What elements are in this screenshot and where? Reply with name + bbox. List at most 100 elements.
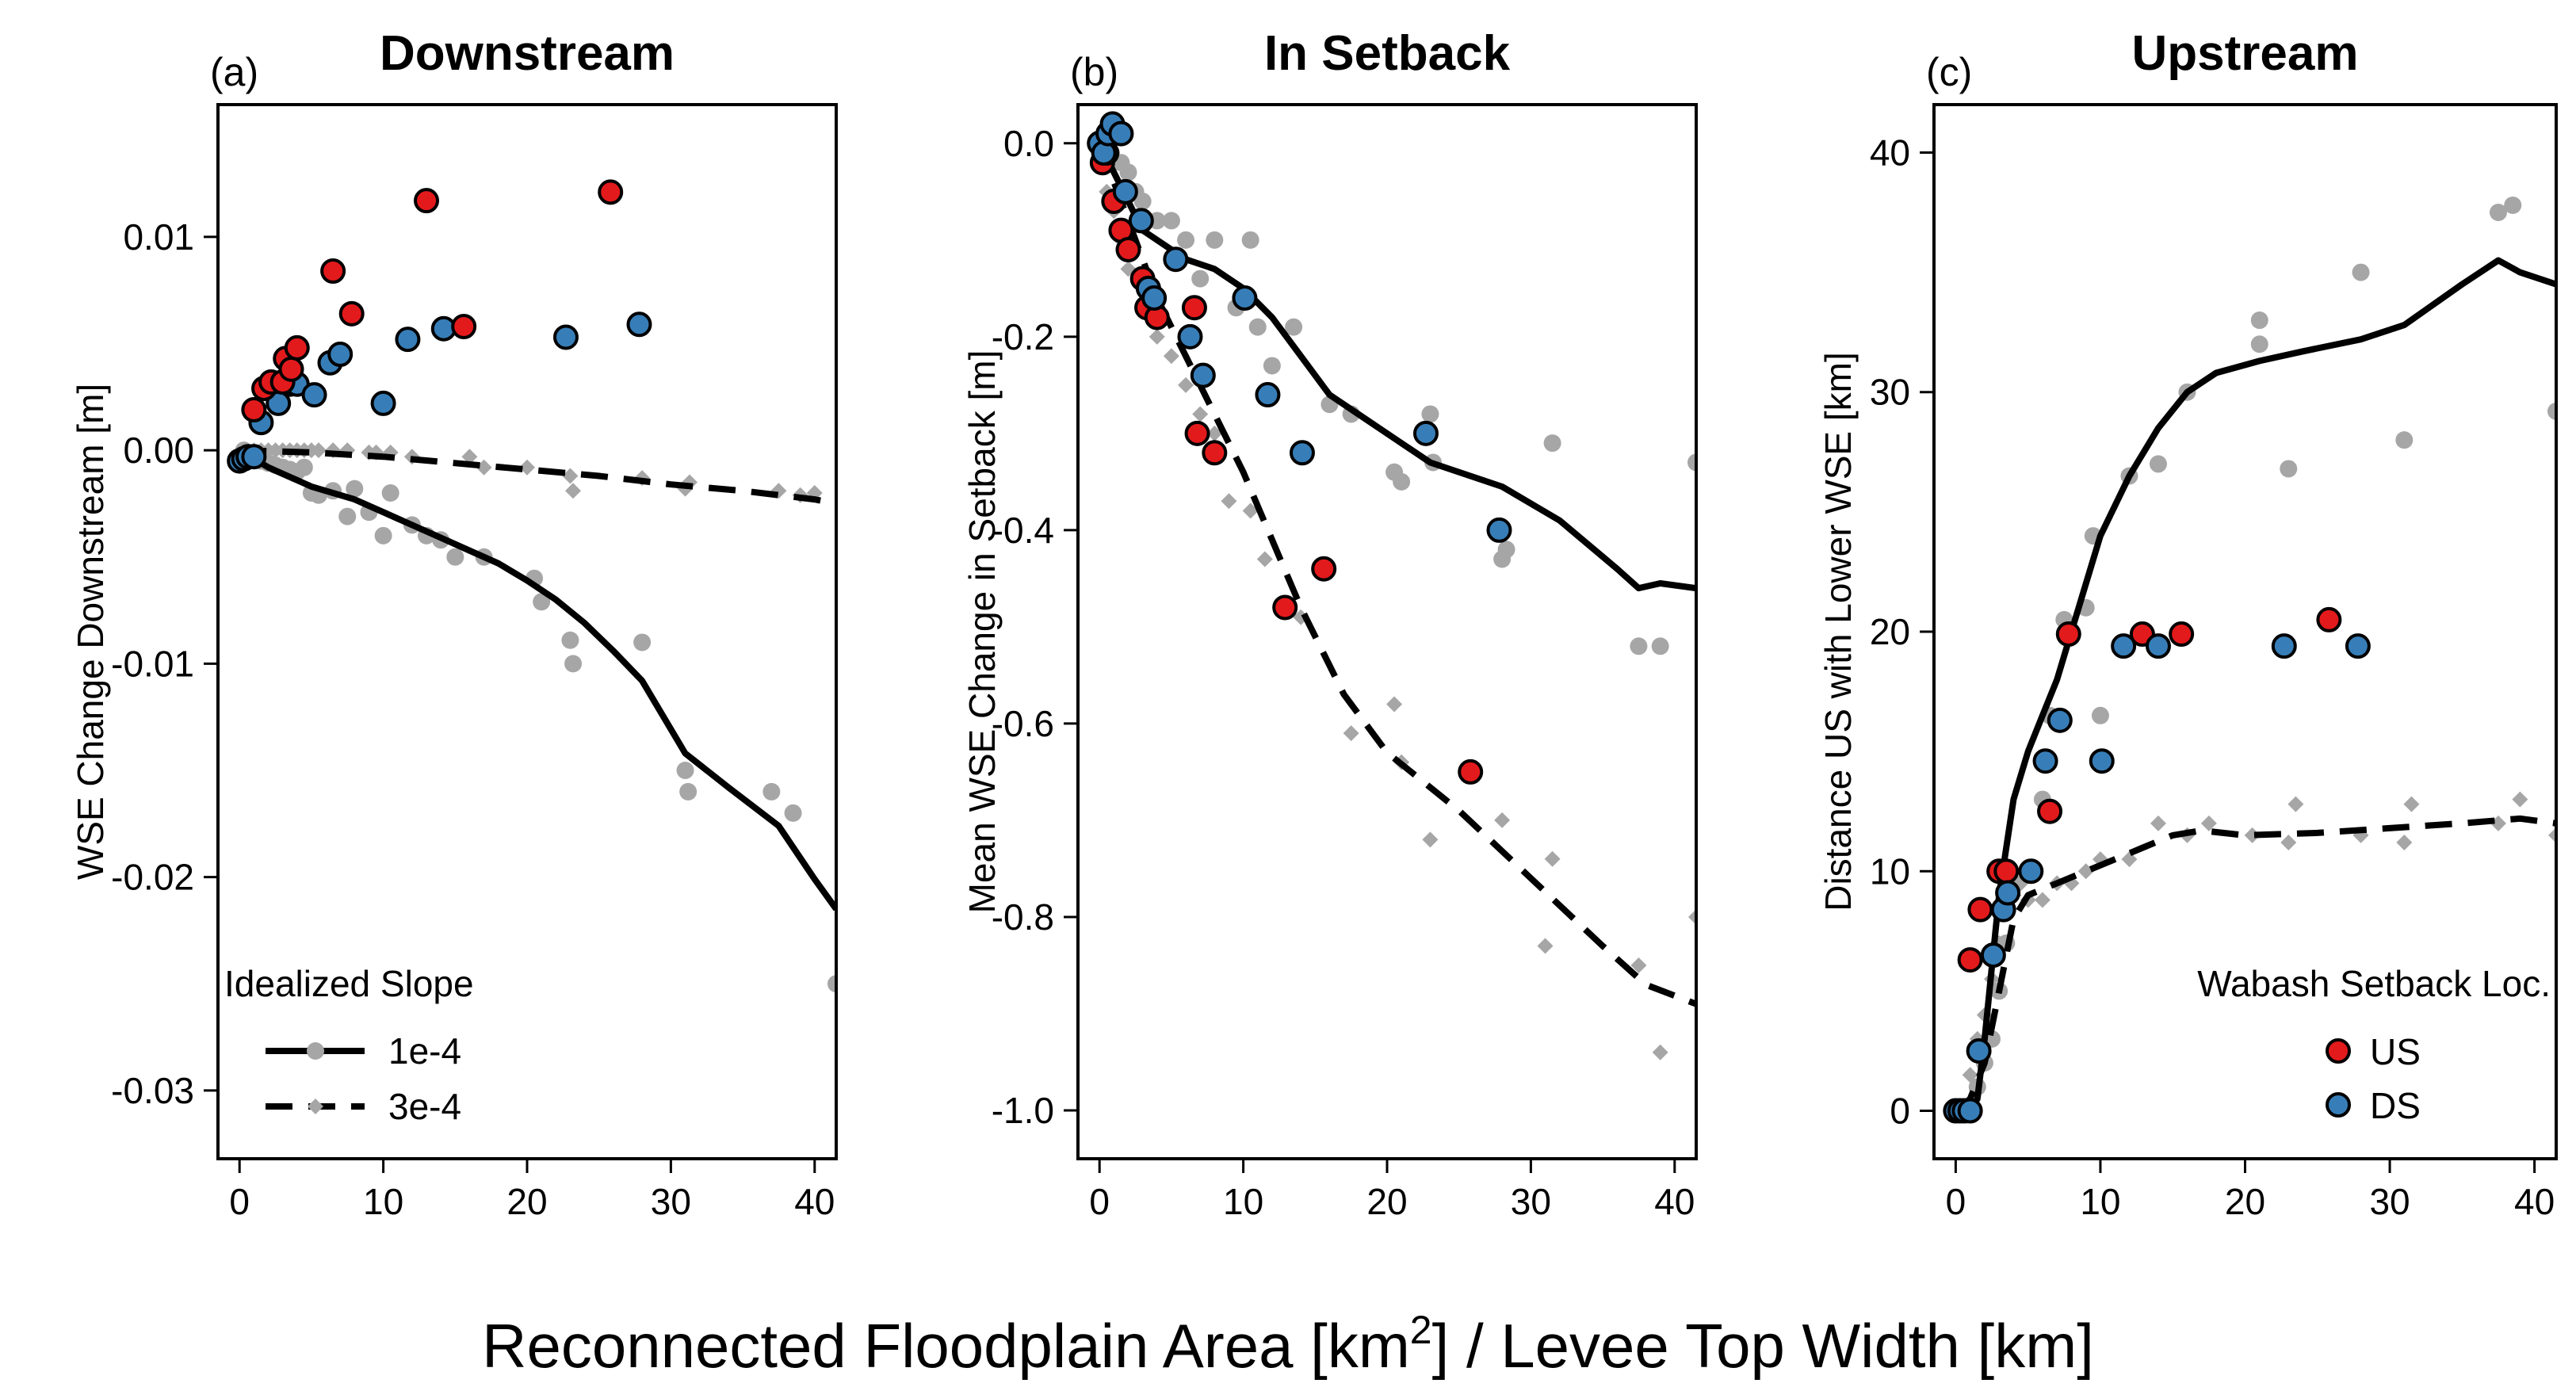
data-point-diamond bbox=[1386, 696, 1403, 713]
x-tick-label: 0 bbox=[1946, 1181, 1966, 1222]
data-point-red bbox=[2316, 606, 2342, 632]
data-point-gray bbox=[1162, 212, 1180, 230]
y-tick-label: -0.8 bbox=[992, 896, 1054, 938]
data-point-red bbox=[1458, 758, 1484, 785]
data-point-gray bbox=[374, 526, 392, 544]
data-point-gray bbox=[1119, 163, 1137, 181]
data-point-blue bbox=[1957, 1098, 1983, 1124]
data-point-red bbox=[1184, 420, 1210, 446]
data-point-diamond bbox=[2403, 796, 2420, 812]
data-point-gray bbox=[1206, 231, 1224, 249]
data-point-diamond bbox=[2287, 796, 2304, 812]
legend-marker-circle bbox=[307, 1042, 324, 1060]
data-point-diamond bbox=[1178, 376, 1194, 393]
data-point-red bbox=[598, 179, 624, 205]
data-point-blue bbox=[241, 444, 267, 470]
data-point-gray bbox=[2547, 402, 2556, 420]
x-tick-label: 10 bbox=[363, 1181, 403, 1222]
x-tick-label: 30 bbox=[1511, 1181, 1551, 1222]
data-point-gray bbox=[1263, 357, 1281, 375]
data-point-blue bbox=[1412, 420, 1439, 446]
data-point-diamond bbox=[1422, 831, 1439, 848]
data-point-gray bbox=[2091, 706, 2109, 724]
data-point-red bbox=[414, 188, 440, 214]
data-point-gray bbox=[561, 631, 579, 649]
data-point-gray bbox=[2250, 311, 2268, 330]
data-point-gray bbox=[1393, 472, 1411, 491]
data-point-gray bbox=[446, 548, 464, 566]
series-line-solid bbox=[1096, 142, 1696, 592]
data-point-red bbox=[1272, 594, 1298, 621]
panel-title: Upstream bbox=[2132, 26, 2359, 81]
data-point-blue bbox=[301, 382, 327, 408]
panel-title: Downstream bbox=[380, 26, 675, 81]
panels: 0 10 20 30 40-0.03-0.02-0.010.000.01Downstre… bbox=[70, 26, 2558, 1222]
data-point-diamond bbox=[1242, 502, 1259, 519]
series-line-dashed bbox=[239, 447, 836, 507]
y-tick-label: 10 bbox=[1870, 850, 1910, 892]
x-tick-label: 0 bbox=[229, 1181, 250, 1222]
data-point-blue bbox=[1966, 1037, 1992, 1064]
data-point-diamond bbox=[2512, 791, 2528, 808]
x-tick-label: 40 bbox=[1654, 1181, 1695, 1222]
data-point-gray bbox=[1687, 453, 1696, 472]
data-point-blue bbox=[2089, 748, 2115, 774]
legend-label: DS bbox=[2370, 1085, 2421, 1126]
data-point-gray bbox=[381, 484, 399, 502]
data-point-blue bbox=[395, 327, 421, 353]
data-point-red bbox=[338, 300, 365, 327]
data-point-blue bbox=[370, 390, 396, 416]
data-point-red bbox=[2169, 621, 2195, 648]
data-point-diamond bbox=[1962, 1067, 1978, 1083]
data-point-blue bbox=[1177, 323, 1203, 350]
data-point-gray bbox=[2489, 204, 2507, 222]
data-point-red bbox=[278, 356, 304, 382]
data-point-blue bbox=[1141, 285, 1168, 311]
x-axis-label-rest: ] / Levee Top Width [km] bbox=[1432, 1311, 2094, 1381]
x-tick-label: 40 bbox=[794, 1181, 835, 1222]
data-point-blue bbox=[1980, 942, 2006, 969]
panel-letter: (a) bbox=[210, 50, 258, 94]
data-point-blue bbox=[2345, 633, 2371, 659]
data-point-blue bbox=[1486, 517, 1512, 543]
data-point-blue bbox=[2047, 707, 2073, 733]
data-point-diamond bbox=[1343, 725, 1359, 742]
data-point-gray bbox=[1285, 318, 1303, 336]
data-point-blue bbox=[327, 342, 354, 367]
y-tick-label: -0.03 bbox=[111, 1070, 194, 1111]
data-point-diamond bbox=[2121, 851, 2138, 868]
y-axis-label: Distance US with Lower WSE [km] bbox=[1817, 352, 1859, 911]
y-tick-label: -0.4 bbox=[992, 510, 1054, 551]
data-point-diamond bbox=[2396, 835, 2413, 850]
panel-downstream: 0 10 20 30 40 -0.03 -0.02 -0.01 0.00 0.01 Downstre… bbox=[70, 26, 838, 1222]
series-line-solid bbox=[238, 447, 836, 911]
y-tick-label: -0.6 bbox=[992, 703, 1054, 744]
x-tick-label: 10 bbox=[2080, 1181, 2120, 1222]
y-tick-label: -1.0 bbox=[992, 1090, 1054, 1131]
data-point-diamond bbox=[519, 459, 535, 476]
data-point-red bbox=[1202, 440, 1228, 466]
data-point-diamond bbox=[2034, 892, 2050, 908]
data-point-diamond bbox=[1494, 812, 1511, 828]
data-point-blue bbox=[2111, 633, 2137, 659]
legend-marker-blue bbox=[2326, 1092, 2351, 1118]
legend-label: US bbox=[2370, 1031, 2421, 1072]
x-tick-label: 20 bbox=[1366, 1181, 1407, 1222]
data-point-blue bbox=[2145, 633, 2171, 659]
data-point-gray bbox=[1133, 193, 1152, 211]
y-tick-label: 0 bbox=[1890, 1091, 1910, 1132]
data-point-gray bbox=[2352, 263, 2370, 281]
data-point-blue bbox=[2271, 633, 2297, 659]
y-axis-label: WSE Change Downstream [m] bbox=[70, 384, 111, 880]
data-point-gray bbox=[784, 804, 802, 822]
x-axis-label-main: Reconnected Floodplain Area [km bbox=[482, 1311, 1410, 1381]
data-point-red bbox=[1993, 858, 2020, 885]
series-line-dashed bbox=[1953, 815, 2556, 1114]
data-point-diamond bbox=[562, 468, 579, 484]
data-point-gray bbox=[2250, 335, 2268, 353]
data-point-gray bbox=[533, 593, 551, 611]
data-point-diamond bbox=[565, 483, 582, 499]
data-point-gray bbox=[827, 975, 836, 993]
data-point-red bbox=[2055, 621, 2081, 648]
